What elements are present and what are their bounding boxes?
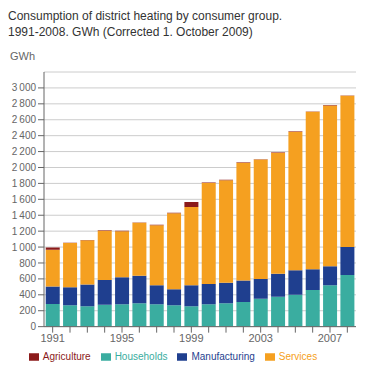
svg-text:800: 800	[19, 258, 36, 269]
html-text:Consumption of district heatin: Consumption of district heating by consu…	[8, 9, 283, 23]
svg-text:1995: 1995	[110, 332, 134, 344]
svg-text:1 400: 1 400	[12, 210, 37, 221]
svg-text:2 600: 2 600	[12, 114, 37, 125]
svg-text:1999: 1999	[179, 332, 203, 344]
html-text:1991-2008. GWh (Corrected 1. O: 1991-2008. GWh (Corrected 1. October 200…	[8, 25, 253, 39]
svg-text:1 800: 1 800	[12, 178, 37, 189]
svg-text:0: 0	[30, 321, 36, 332]
html-text:Agriculture: Agriculture	[42, 350, 91, 362]
svg-text:600: 600	[19, 273, 36, 284]
svg-text:200: 200	[19, 305, 36, 316]
html-text:Services: Services	[278, 350, 318, 362]
svg-text:1 600: 1 600	[12, 194, 37, 205]
html-text:Households: Households	[114, 350, 168, 362]
html-text:GWh: GWh	[10, 50, 36, 62]
svg-text:2 200: 2 200	[12, 146, 37, 157]
svg-text:2003: 2003	[248, 332, 272, 344]
svg-text:1 200: 1 200	[12, 226, 37, 237]
html-text:Manufacturing: Manufacturing	[191, 350, 255, 362]
svg-text:2 000: 2 000	[12, 162, 37, 173]
svg-text:400: 400	[19, 289, 36, 300]
svg-text:1991: 1991	[40, 332, 64, 344]
svg-text:1 000: 1 000	[12, 242, 37, 253]
svg-text:2 400: 2 400	[12, 130, 37, 141]
svg-text:2 800: 2 800	[12, 98, 37, 109]
svg-text:3 000: 3 000	[12, 82, 37, 93]
svg-text:2007: 2007	[318, 332, 342, 344]
